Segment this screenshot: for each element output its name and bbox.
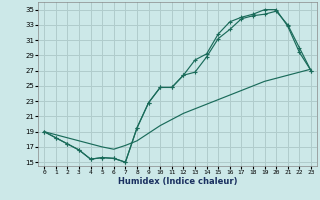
X-axis label: Humidex (Indice chaleur): Humidex (Indice chaleur)	[118, 177, 237, 186]
